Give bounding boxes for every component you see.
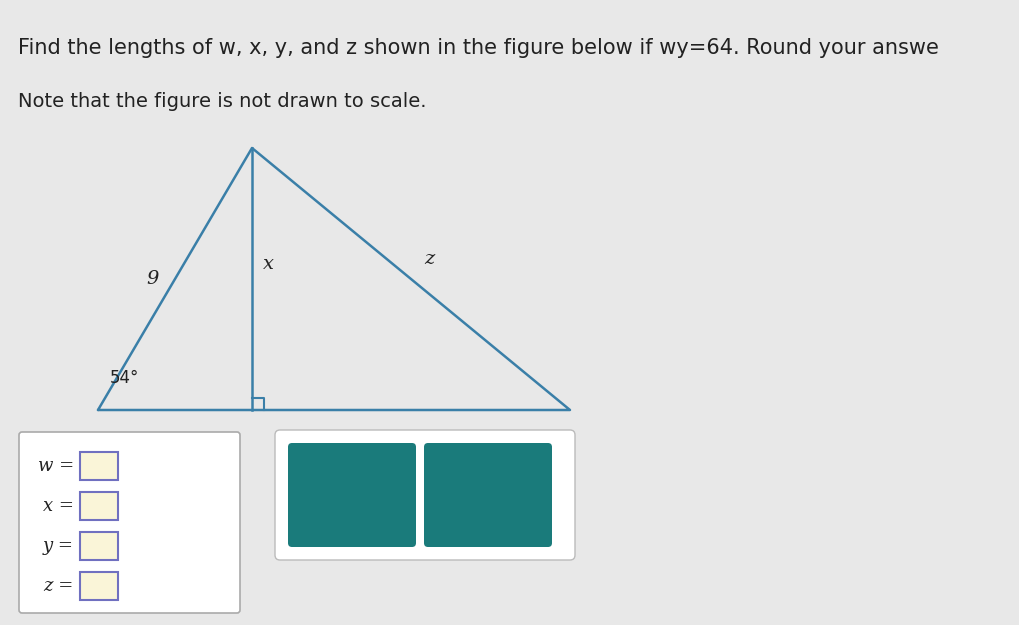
Text: 9: 9	[147, 270, 159, 288]
Text: x =: x =	[43, 497, 74, 515]
FancyBboxPatch shape	[79, 532, 118, 560]
FancyBboxPatch shape	[19, 432, 239, 613]
FancyBboxPatch shape	[287, 443, 416, 547]
FancyBboxPatch shape	[79, 572, 118, 600]
Text: w: w	[166, 433, 183, 451]
Text: y =: y =	[43, 537, 74, 555]
Text: z =: z =	[44, 577, 74, 595]
Text: x: x	[262, 255, 273, 273]
FancyBboxPatch shape	[79, 452, 118, 480]
Text: y: y	[406, 433, 416, 451]
Text: z: z	[424, 250, 434, 268]
FancyBboxPatch shape	[424, 443, 551, 547]
FancyBboxPatch shape	[275, 430, 575, 560]
Text: ↺: ↺	[473, 478, 502, 512]
Text: ×: ×	[336, 478, 367, 512]
Text: 54°: 54°	[110, 369, 140, 387]
FancyBboxPatch shape	[79, 492, 118, 520]
Text: Find the lengths of w, x, y, and z shown in the figure below if wy=64. Round you: Find the lengths of w, x, y, and z shown…	[18, 38, 937, 58]
Text: Note that the figure is not drawn to scale.: Note that the figure is not drawn to sca…	[18, 92, 426, 111]
Text: w =: w =	[38, 457, 74, 475]
